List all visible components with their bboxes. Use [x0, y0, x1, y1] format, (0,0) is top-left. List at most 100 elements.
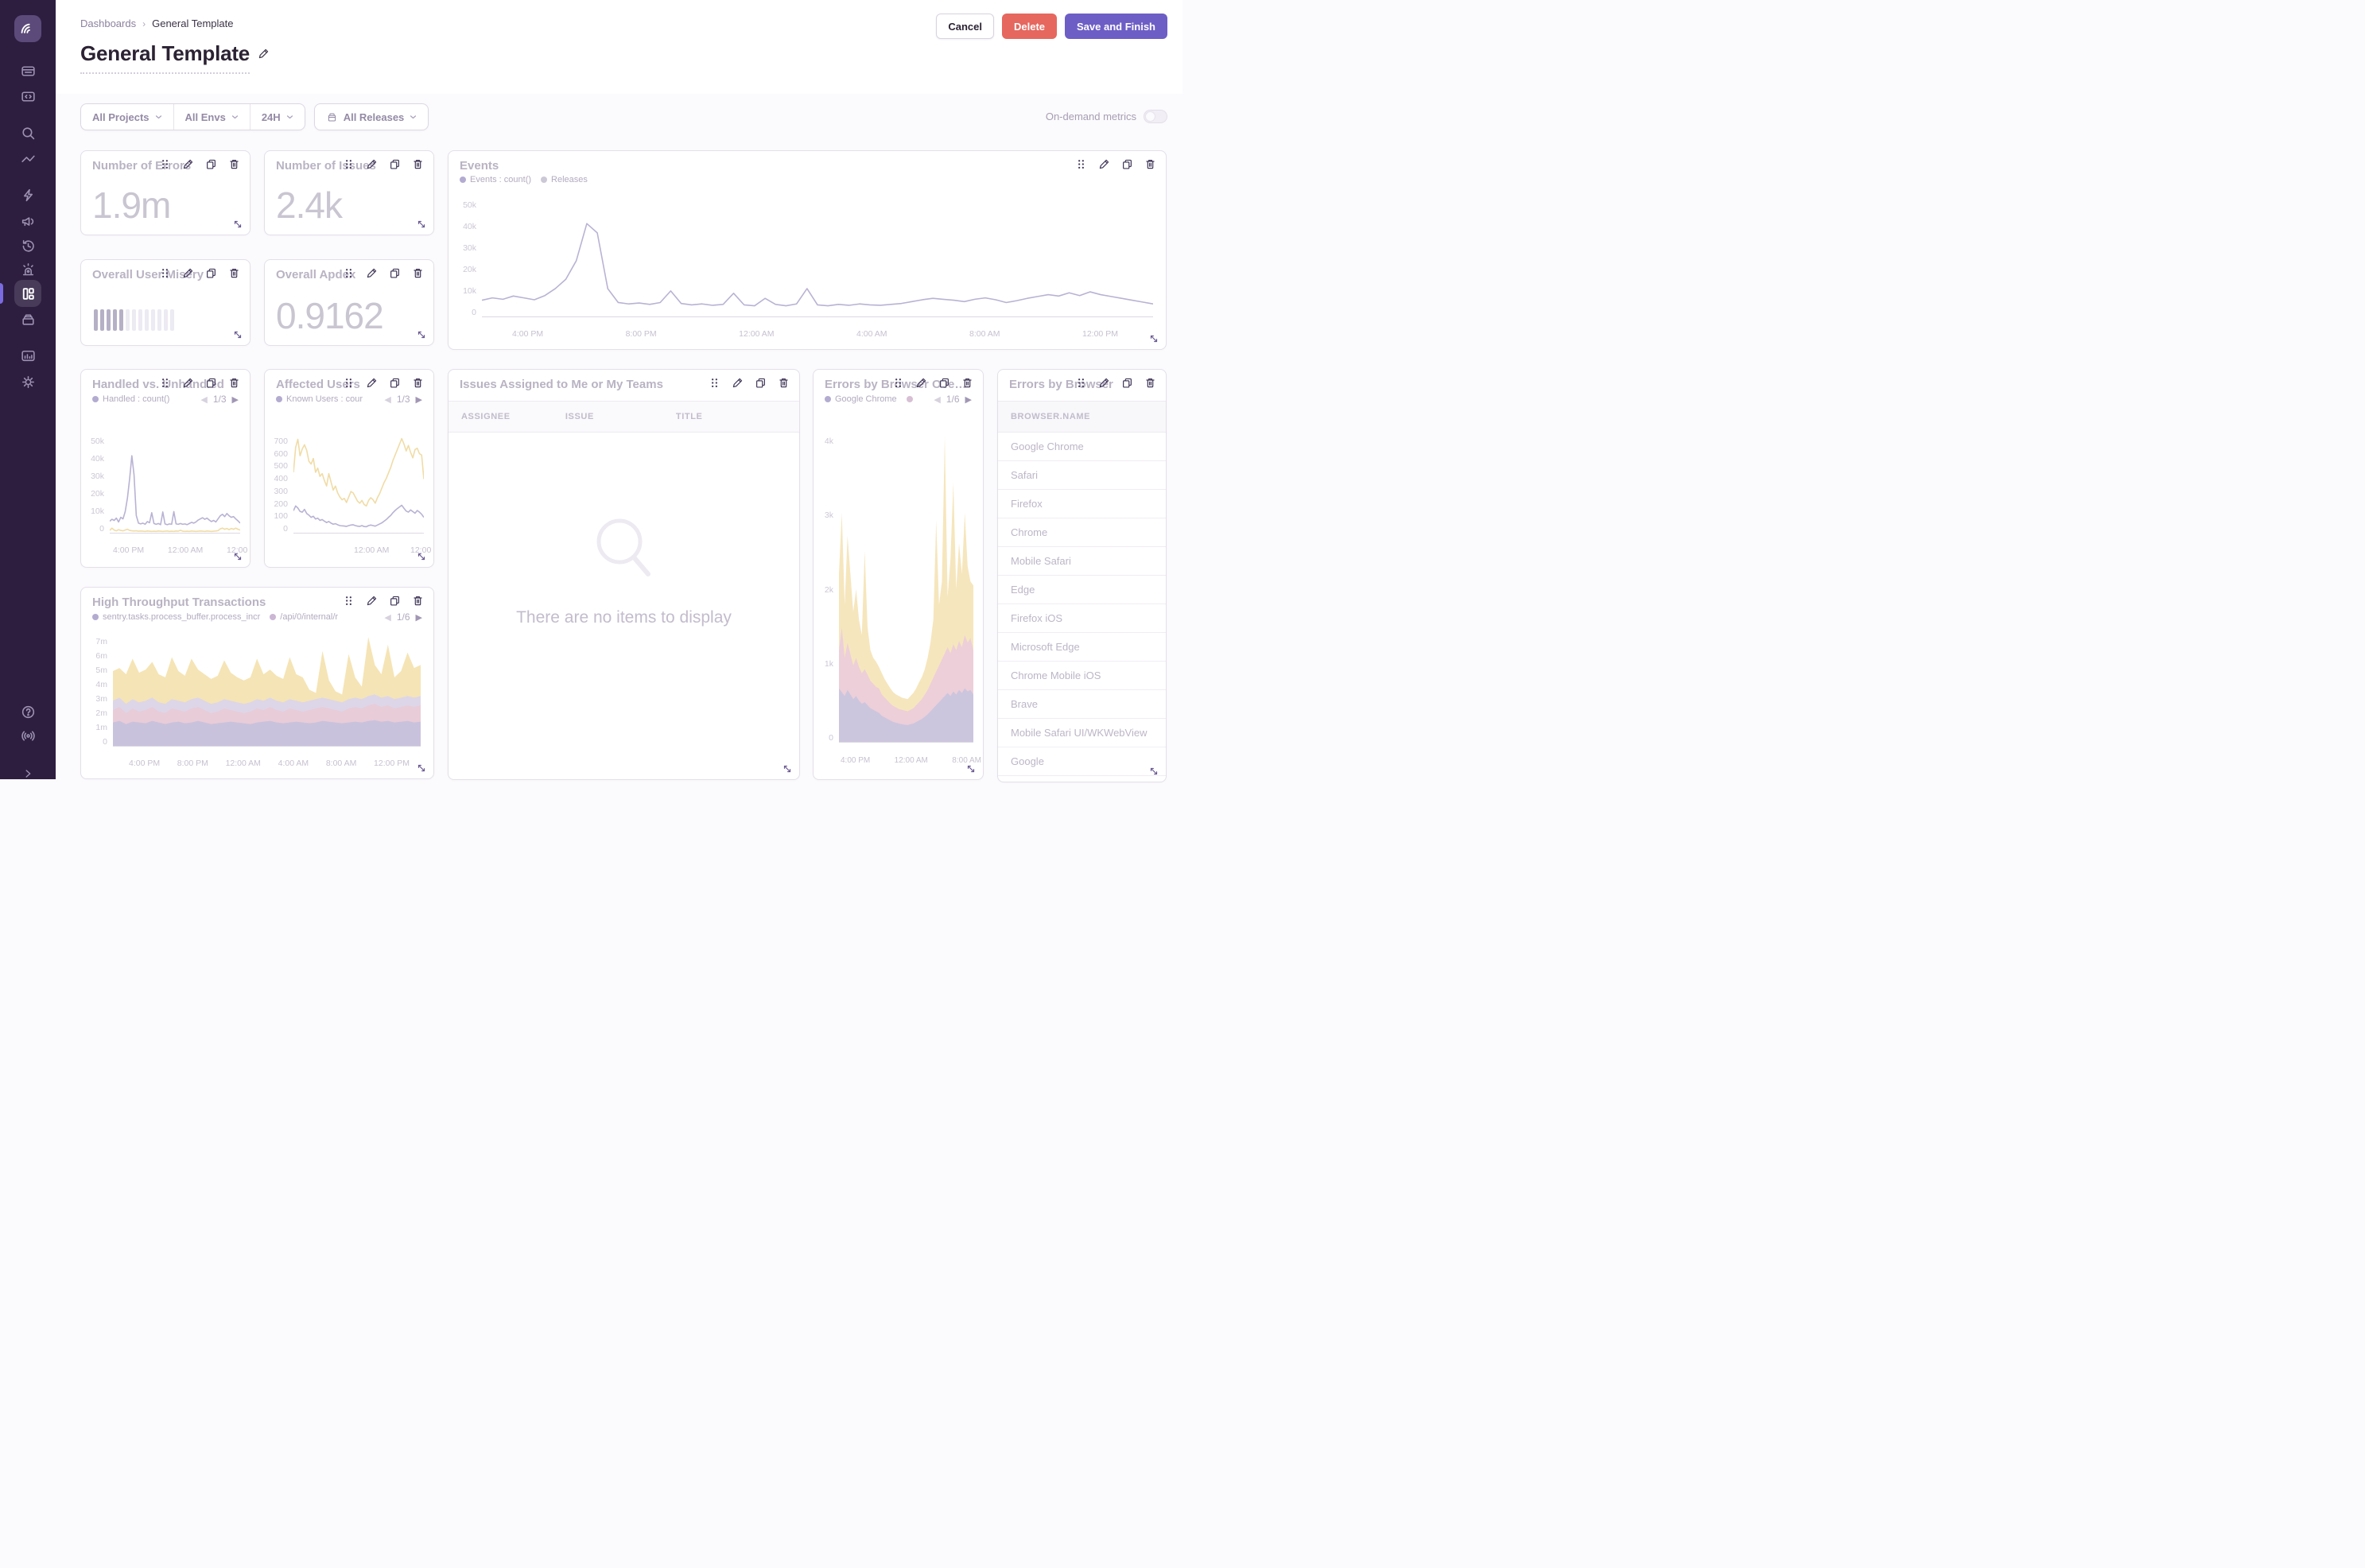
sidebar-expand[interactable] [14, 760, 41, 787]
duplicate-widget-icon[interactable] [1121, 158, 1133, 170]
sidebar-item-settings[interactable] [14, 368, 41, 395]
duplicate-widget-icon[interactable] [938, 377, 950, 389]
sentry-logo[interactable] [14, 15, 41, 42]
drag-handle-icon[interactable] [159, 158, 171, 170]
sidebar-item-whats-new[interactable] [14, 722, 41, 749]
sidebar-item-issues[interactable] [14, 57, 41, 84]
sidebar-item-alerts[interactable] [14, 256, 41, 283]
x-axis-tick: 8:00 PM [177, 759, 208, 768]
delete-widget-icon[interactable] [228, 377, 240, 389]
drag-handle-icon[interactable] [1075, 377, 1087, 389]
drag-handle-icon[interactable] [1075, 158, 1087, 170]
duplicate-widget-icon[interactable] [205, 267, 217, 279]
drag-handle-icon[interactable] [343, 158, 355, 170]
edit-widget-icon[interactable] [366, 267, 378, 279]
sidebar-item-help[interactable] [14, 698, 41, 725]
delete-widget-icon[interactable] [228, 158, 240, 170]
duplicate-widget-icon[interactable] [205, 377, 217, 389]
sidebar-item-projects[interactable] [14, 83, 41, 110]
resize-handle-icon[interactable] [1148, 333, 1159, 344]
resize-handle-icon[interactable] [1148, 766, 1159, 777]
resize-handle-icon[interactable] [232, 551, 243, 562]
legend-dot [276, 396, 282, 402]
drag-handle-icon[interactable] [709, 377, 720, 389]
edit-widget-icon[interactable] [366, 377, 378, 389]
legend-dot [825, 396, 831, 402]
delete-widget-icon[interactable] [228, 267, 240, 279]
environment-filter[interactable]: All Envs [173, 104, 250, 130]
resize-handle-icon[interactable] [782, 763, 793, 774]
duplicate-widget-icon[interactable] [389, 377, 401, 389]
resize-handle-icon[interactable] [416, 763, 427, 774]
breadcrumb-dashboards-link[interactable]: Dashboards [80, 17, 137, 29]
sidebar-item-releases[interactable] [14, 305, 41, 332]
drag-handle-icon[interactable] [159, 377, 171, 389]
duplicate-widget-icon[interactable] [205, 158, 217, 170]
sidebar-item-explore[interactable] [14, 119, 41, 146]
edit-widget-icon[interactable] [182, 267, 194, 279]
delete-widget-icon[interactable] [412, 158, 424, 170]
pager-next-icon[interactable]: ▶ [415, 612, 422, 623]
delete-widget-icon[interactable] [1144, 377, 1156, 389]
edit-widget-icon[interactable] [366, 595, 378, 607]
drag-handle-icon[interactable] [343, 595, 355, 607]
delete-widget-icon[interactable] [778, 377, 790, 389]
browser-row: Mobile Safari UI/WKWebView [998, 719, 1166, 747]
duplicate-widget-icon[interactable] [389, 267, 401, 279]
pager-next-icon[interactable]: ▶ [231, 394, 239, 405]
widget-toolbar [159, 158, 240, 170]
sidebar-item-dashboards[interactable] [14, 280, 41, 307]
drag-handle-icon[interactable] [892, 377, 904, 389]
sidebar-item-stats[interactable] [14, 342, 41, 369]
edit-widget-icon[interactable] [732, 377, 744, 389]
releases-filter[interactable]: All Releases [315, 104, 429, 130]
save-and-finish-button[interactable]: Save and Finish [1065, 14, 1167, 39]
resize-handle-icon[interactable] [416, 329, 427, 340]
edit-title-icon[interactable] [258, 48, 270, 64]
pager-prev-icon[interactable]: ◀ [384, 394, 391, 405]
pager-prev-icon[interactable]: ◀ [200, 394, 208, 405]
sidebar-item-feedback[interactable] [14, 207, 41, 234]
edit-widget-icon[interactable] [1098, 158, 1110, 170]
pager-prev-icon[interactable]: ◀ [384, 612, 391, 623]
resize-handle-icon[interactable] [965, 763, 977, 774]
edit-widget-icon[interactable] [1098, 377, 1110, 389]
resize-handle-icon[interactable] [416, 219, 427, 230]
on-demand-metrics-toggle[interactable] [1144, 110, 1167, 123]
delete-widget-icon[interactable] [412, 377, 424, 389]
sidebar-item-metrics[interactable] [14, 145, 41, 172]
sidebar-item-performance[interactable] [14, 181, 41, 208]
duplicate-widget-icon[interactable] [1121, 377, 1133, 389]
delete-button[interactable]: Delete [1001, 14, 1058, 39]
edit-widget-icon[interactable] [366, 158, 378, 170]
date-range-filter[interactable]: 24H [249, 104, 305, 130]
edit-widget-icon[interactable] [182, 158, 194, 170]
drag-handle-icon[interactable] [343, 267, 355, 279]
toggle-knob [1145, 111, 1155, 122]
resize-handle-icon[interactable] [232, 219, 243, 230]
pager-next-icon[interactable]: ▶ [415, 394, 422, 405]
cancel-button[interactable]: Cancel [936, 14, 994, 39]
duplicate-widget-icon[interactable] [389, 158, 401, 170]
edit-widget-icon[interactable] [182, 377, 194, 389]
resize-handle-icon[interactable] [416, 551, 427, 562]
delete-widget-icon[interactable] [1144, 158, 1156, 170]
pager-prev-icon[interactable]: ◀ [934, 394, 941, 405]
drag-handle-icon[interactable] [159, 267, 171, 279]
browser-row: Firefox iOS [998, 604, 1166, 633]
x-axis-tick: 12:00 PM [227, 545, 250, 555]
duplicate-widget-icon[interactable] [755, 377, 767, 389]
x-axis-tick: 12:00 AM [894, 756, 928, 765]
browser-row: Microsoft Edge [998, 633, 1166, 662]
resize-handle-icon[interactable] [232, 329, 243, 340]
delete-widget-icon[interactable] [412, 595, 424, 607]
duplicate-widget-icon[interactable] [389, 595, 401, 607]
projects-filter[interactable]: All Projects [81, 104, 173, 130]
edit-widget-icon[interactable] [915, 377, 927, 389]
drag-handle-icon[interactable] [343, 377, 355, 389]
sidebar-item-replays[interactable] [14, 232, 41, 259]
delete-widget-icon[interactable] [961, 377, 973, 389]
pager-next-icon[interactable]: ▶ [965, 394, 972, 405]
delete-widget-icon[interactable] [412, 267, 424, 279]
release-icon [328, 112, 336, 122]
